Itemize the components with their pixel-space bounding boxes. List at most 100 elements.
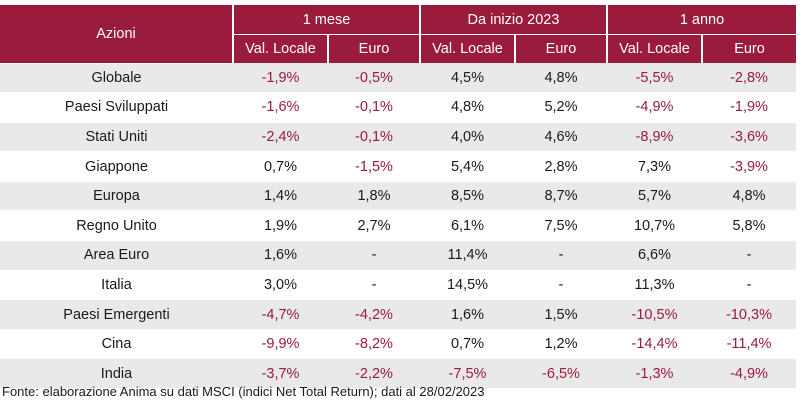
row-label: Area Euro xyxy=(0,240,233,271)
row-label: Globale xyxy=(0,63,233,94)
table-cell: - xyxy=(515,270,607,301)
table-cell: -2,2% xyxy=(328,358,420,390)
table-cell: 11,4% xyxy=(420,240,515,271)
table-cell: -10,3% xyxy=(702,299,797,330)
row-label: Paesi Sviluppati xyxy=(0,92,233,123)
table-cell: 5,8% xyxy=(702,210,797,242)
table-cell: 7,3% xyxy=(607,151,702,182)
table-cell: 4,5% xyxy=(420,63,515,94)
table-row: Paesi Emergenti -4,7% -4,2% 1,6% 1,5% -1… xyxy=(0,299,797,330)
table-cell: - xyxy=(702,270,797,301)
header-subcolumn-row: Val. Locale Euro Val. Locale Euro Val. L… xyxy=(0,34,797,63)
subcolumn-header: Euro xyxy=(327,34,420,63)
table-cell: -0,5% xyxy=(328,63,420,94)
table-cell: 4,8% xyxy=(702,181,797,212)
table-row: Paesi Sviluppati -1,6% -0,1% 4,8% 5,2% -… xyxy=(0,92,797,123)
table-cell: - xyxy=(328,270,420,301)
table-cell: 5,7% xyxy=(607,181,702,212)
table-cell: 1,4% xyxy=(233,181,328,212)
table-cell: -4,7% xyxy=(233,299,328,330)
table-cell: 1,6% xyxy=(233,240,328,271)
table-cell: -6,5% xyxy=(515,358,607,390)
row-label: Europa xyxy=(0,181,233,212)
table-cell: -0,1% xyxy=(328,92,420,123)
table-cell: 2,7% xyxy=(328,210,420,242)
table-row: Stati Uniti -2,4% -0,1% 4,0% 4,6% -8,9% … xyxy=(0,122,797,153)
table-cell: 10,7% xyxy=(607,210,702,242)
table-cell: 4,0% xyxy=(420,122,515,153)
group-header-1-anno: 1 anno xyxy=(605,5,797,35)
table-cell: 5,4% xyxy=(420,151,515,182)
row-label: Cina xyxy=(0,329,233,360)
table-cell: -1,6% xyxy=(233,92,328,123)
table-cell: 2,8% xyxy=(515,151,607,182)
table-cell: -4,9% xyxy=(702,358,797,390)
row-label: Giappone xyxy=(0,151,233,182)
source-note: Fonte: elaborazione Anima su dati MSCI (… xyxy=(2,384,485,399)
table-cell: - xyxy=(515,240,607,271)
table-row: Globale -1,9% -0,5% 4,5% 4,8% -5,5% -2,8… xyxy=(0,63,797,94)
table-row: India -3,7% -2,2% -7,5% -6,5% -1,3% -4,9… xyxy=(0,358,797,390)
row-label: India xyxy=(0,358,233,390)
table-cell: -2,8% xyxy=(702,63,797,94)
table-cell: 1,8% xyxy=(328,181,420,212)
subcolumn-header: Val. Locale xyxy=(419,34,515,63)
table-cell: 0,7% xyxy=(420,329,515,360)
table-cell: 1,5% xyxy=(515,299,607,330)
table-cell: 1,9% xyxy=(233,210,328,242)
table-cell: -1,9% xyxy=(233,63,328,94)
table-cell: - xyxy=(702,240,797,271)
table-row: Europa 1,4% 1,8% 8,5% 8,7% 5,7% 4,8% xyxy=(0,181,797,212)
table-cell: 14,5% xyxy=(420,270,515,301)
table-cell: -5,5% xyxy=(607,63,702,94)
table-cell: -2,4% xyxy=(233,122,328,153)
table-row: Italia 3,0% - 14,5% - 11,3% - xyxy=(0,270,797,301)
table-body: Globale -1,9% -0,5% 4,5% 4,8% -5,5% -2,8… xyxy=(0,63,797,390)
subcolumn-header: Val. Locale xyxy=(606,34,702,63)
group-header-ytd: Da inizio 2023 xyxy=(419,5,607,35)
table-cell: -8,2% xyxy=(328,329,420,360)
group-header-1-mese: 1 mese xyxy=(232,5,420,35)
table-cell: -4,2% xyxy=(328,299,420,330)
table-cell: -3,9% xyxy=(702,151,797,182)
table-cell: -0,1% xyxy=(328,122,420,153)
table-cell: -10,5% xyxy=(607,299,702,330)
table-cell: 4,8% xyxy=(420,92,515,123)
table-cell: -7,5% xyxy=(420,358,515,390)
table-cell: 5,2% xyxy=(515,92,607,123)
row-label: Italia xyxy=(0,270,233,301)
table-cell: 3,0% xyxy=(233,270,328,301)
table-cell: 1,6% xyxy=(420,299,515,330)
table-cell: 7,5% xyxy=(515,210,607,242)
table-row: Regno Unito 1,9% 2,7% 6,1% 7,5% 10,7% 5,… xyxy=(0,210,797,242)
table-cell: 11,3% xyxy=(607,270,702,301)
subcolumn-header: Val. Locale xyxy=(232,34,328,63)
row-label: Stati Uniti xyxy=(0,122,233,153)
table-cell: -1,5% xyxy=(328,151,420,182)
table-cell: 8,7% xyxy=(515,181,607,212)
table-cell: 4,8% xyxy=(515,63,607,94)
table-cell: -11,4% xyxy=(702,329,797,360)
row-label: Paesi Emergenti xyxy=(0,299,233,330)
table-cell: -1,3% xyxy=(607,358,702,390)
table-row: Area Euro 1,6% - 11,4% - 6,6% - xyxy=(0,240,797,271)
table-cell: 4,6% xyxy=(515,122,607,153)
table-cell: 1,2% xyxy=(515,329,607,360)
table-cell: -3,7% xyxy=(233,358,328,390)
subcolumn-header: Euro xyxy=(514,34,607,63)
table-cell: -8,9% xyxy=(607,122,702,153)
subcolumn-header: Euro xyxy=(700,34,797,63)
table-cell: -3,6% xyxy=(702,122,797,153)
table-cell: -1,9% xyxy=(702,92,797,123)
equity-performance-table: Azioni 1 mese Da inizio 2023 1 anno Val.… xyxy=(0,5,797,390)
table-cell: 6,6% xyxy=(607,240,702,271)
table-cell: 8,5% xyxy=(420,181,515,212)
table-cell: 0,7% xyxy=(233,151,328,182)
table-cell: -4,9% xyxy=(607,92,702,123)
table-cell: -9,9% xyxy=(233,329,328,360)
row-label-header: Azioni xyxy=(0,5,233,64)
table-cell: -14,4% xyxy=(607,329,702,360)
header-group-row: Azioni 1 mese Da inizio 2023 1 anno xyxy=(0,5,797,64)
row-label: Regno Unito xyxy=(0,210,233,242)
